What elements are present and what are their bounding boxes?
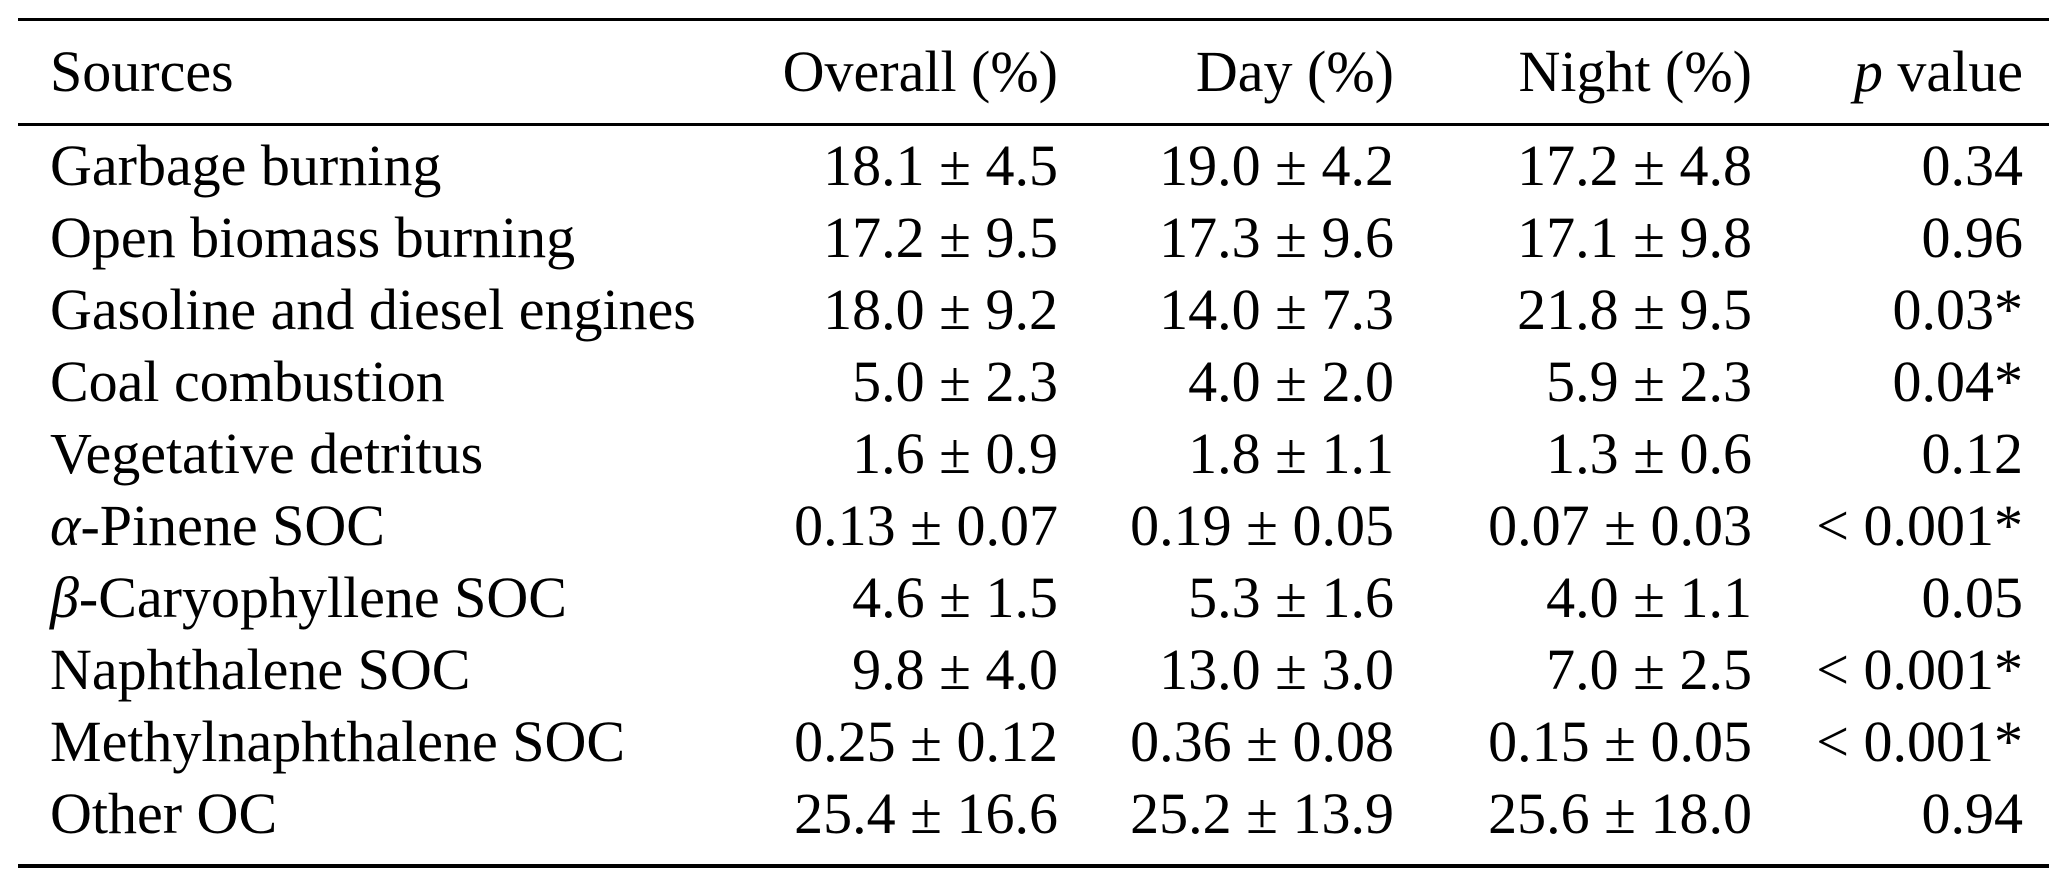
cell-overall: 17.2 ± 9.5: [823, 205, 1058, 270]
cell-night: 5.9 ± 2.3: [1546, 349, 1752, 414]
cell-p-value: 0.96: [1921, 205, 2024, 270]
source-label: Garbage burning: [50, 133, 442, 198]
cell-source: Coal combustion: [18, 346, 770, 418]
cell-day: 17.3 ± 9.6: [1159, 205, 1394, 270]
table-row: Open biomass burning 17.2 ± 9.5 17.3 ± 9…: [18, 202, 2049, 274]
table-row: Methylnaphthalene SOC 0.25 ± 0.12 0.36 ±…: [18, 706, 2049, 778]
source-label: Naphthalene SOC: [50, 637, 471, 702]
table-row: Coal combustion 5.0 ± 2.3 4.0 ± 2.0 5.9 …: [18, 346, 2049, 418]
greek-prefix-beta: β: [50, 565, 79, 630]
cell-p-value: 0.05: [1921, 565, 2024, 630]
cell-overall: 4.6 ± 1.5: [852, 565, 1058, 630]
cell-source: β-Caryophyllene SOC: [18, 562, 770, 634]
cell-source: Open biomass burning: [18, 202, 770, 274]
source-apportionment-table: Sources Overall (%) Day (%) Night (%) p …: [18, 18, 2049, 868]
cell-day: 19.0 ± 4.2: [1159, 133, 1394, 198]
cell-night: 21.8 ± 9.5: [1517, 277, 1752, 342]
cell-p-value: 0.04*: [1892, 349, 2024, 414]
source-label: -Pinene SOC: [80, 493, 385, 558]
table-row: Other OC 25.4 ± 16.6 25.2 ± 13.9 25.6 ± …: [18, 778, 2049, 866]
cell-p-value: 0.03*: [1892, 277, 2024, 342]
cell-source: α-Pinene SOC: [18, 490, 770, 562]
source-label: -Caryophyllene SOC: [78, 565, 567, 630]
source-label: Open biomass burning: [50, 205, 576, 270]
cell-p-value: 0.94: [1921, 781, 2024, 846]
cell-night: 1.3 ± 0.6: [1546, 421, 1752, 486]
source-apportionment-table-container: Sources Overall (%) Day (%) Night (%) p …: [18, 18, 2049, 868]
cell-p-value: 0.34: [1921, 133, 2024, 198]
cell-p-value: < 0.001*: [1816, 709, 2023, 774]
cell-night: 0.15 ± 0.05: [1488, 709, 1752, 774]
cell-overall: 9.8 ± 4.0: [852, 637, 1058, 702]
cell-overall: 25.4 ± 16.6: [794, 781, 1058, 846]
cell-night: 25.6 ± 18.0: [1488, 781, 1752, 846]
table-row: Garbage burning 18.1 ± 4.5 19.0 ± 4.2 17…: [18, 125, 2049, 203]
source-label: Gasoline and diesel engines: [50, 277, 696, 342]
cell-p-value: < 0.001*: [1816, 637, 2023, 702]
cell-day: 4.0 ± 2.0: [1188, 349, 1394, 414]
header-row: Sources Overall (%) Day (%) Night (%) p …: [18, 19, 2049, 126]
cell-source: Vegetative detritus: [18, 418, 770, 490]
source-label: Methylnaphthalene SOC: [50, 709, 626, 774]
cell-overall: 5.0 ± 2.3: [852, 349, 1058, 414]
cell-day: 5.3 ± 1.6: [1188, 565, 1394, 630]
cell-day: 25.2 ± 13.9: [1130, 781, 1394, 846]
column-header-night: Night (%): [1394, 19, 1752, 126]
p-symbol: p: [1853, 39, 1883, 104]
p-value-label: value: [1882, 39, 2023, 104]
table-row: α-Pinene SOC 0.13 ± 0.07 0.19 ± 0.05 0.0…: [18, 490, 2049, 562]
cell-night: 7.0 ± 2.5: [1546, 637, 1752, 702]
cell-source: Other OC: [18, 778, 770, 866]
table-row: β-Caryophyllene SOC 4.6 ± 1.5 5.3 ± 1.6 …: [18, 562, 2049, 634]
cell-day: 13.0 ± 3.0: [1159, 637, 1394, 702]
cell-source: Naphthalene SOC: [18, 634, 770, 706]
table-row: Naphthalene SOC 9.8 ± 4.0 13.0 ± 3.0 7.0…: [18, 634, 2049, 706]
cell-night: 0.07 ± 0.03: [1488, 493, 1752, 558]
cell-p-value: 0.12: [1921, 421, 2024, 486]
table-row: Vegetative detritus 1.6 ± 0.9 1.8 ± 1.1 …: [18, 418, 2049, 490]
column-header-overall: Overall (%): [770, 19, 1058, 126]
column-header-day: Day (%): [1058, 19, 1394, 126]
table-row: Gasoline and diesel engines 18.0 ± 9.2 1…: [18, 274, 2049, 346]
greek-prefix-alpha: α: [50, 493, 81, 558]
cell-day: 1.8 ± 1.1: [1188, 421, 1394, 486]
cell-day: 0.36 ± 0.08: [1130, 709, 1394, 774]
cell-night: 4.0 ± 1.1: [1546, 565, 1752, 630]
cell-source: Garbage burning: [18, 125, 770, 203]
source-label: Other OC: [50, 781, 278, 846]
column-header-p-value: p value: [1752, 19, 2049, 126]
cell-day: 14.0 ± 7.3: [1159, 277, 1394, 342]
source-label: Vegetative detritus: [50, 421, 484, 486]
cell-source: Methylnaphthalene SOC: [18, 706, 770, 778]
cell-overall: 0.25 ± 0.12: [794, 709, 1058, 774]
cell-overall: 0.13 ± 0.07: [794, 493, 1058, 558]
cell-overall: 1.6 ± 0.9: [852, 421, 1058, 486]
source-label: Coal combustion: [50, 349, 445, 414]
cell-night: 17.1 ± 9.8: [1517, 205, 1752, 270]
cell-p-value: < 0.001*: [1816, 493, 2023, 558]
cell-overall: 18.0 ± 9.2: [823, 277, 1058, 342]
cell-day: 0.19 ± 0.05: [1130, 493, 1394, 558]
cell-source: Gasoline and diesel engines: [18, 274, 770, 346]
cell-overall: 18.1 ± 4.5: [823, 133, 1058, 198]
column-header-sources: Sources: [18, 19, 770, 126]
cell-night: 17.2 ± 4.8: [1517, 133, 1752, 198]
